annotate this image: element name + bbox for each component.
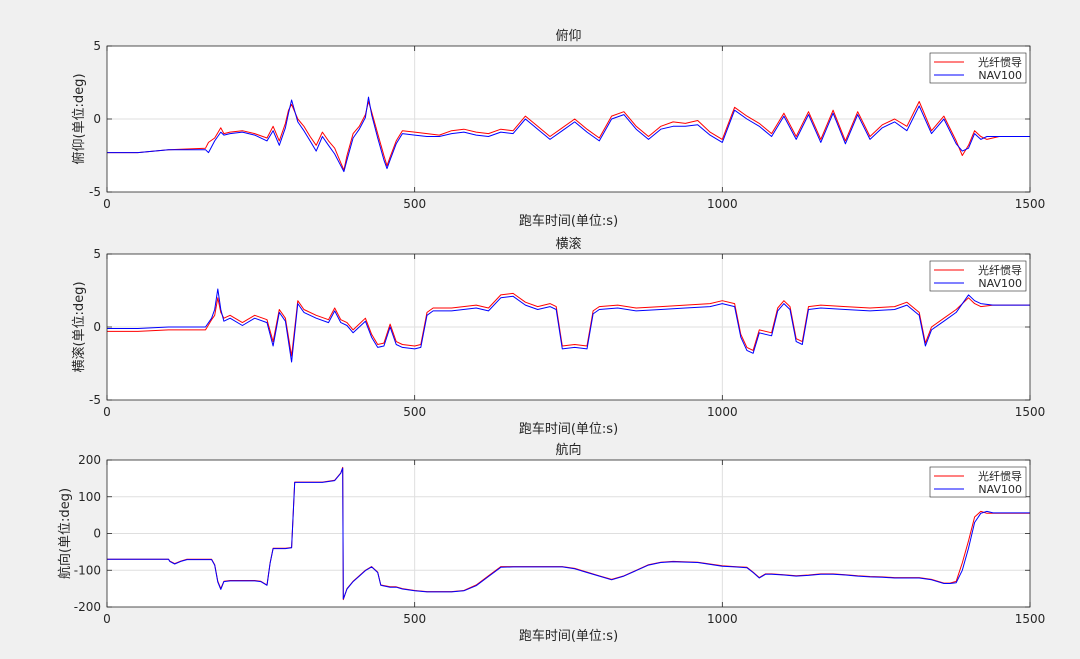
series-line-nav100	[107, 96, 1030, 173]
x-tick-label: 500	[403, 612, 426, 626]
chart-title: 横滚	[555, 236, 581, 252]
series-line-fog	[107, 292, 1030, 357]
x-axis-label: 跑车时间(单位:s)	[519, 628, 618, 644]
x-tick-label: 0	[103, 612, 111, 626]
x-axis-label: 跑车时间(单位:s)	[519, 421, 618, 437]
legend-label: NAV100	[978, 277, 1022, 290]
x-tick-label: 0	[103, 405, 111, 419]
y-tick-label: 0	[93, 112, 101, 126]
series-line-fog	[107, 101, 1030, 171]
x-tick-label: 1000	[707, 612, 738, 626]
legend-label: 光纤惯导	[978, 469, 1022, 483]
y-tick-label: -5	[89, 393, 101, 407]
y-tick-label: 5	[93, 39, 101, 53]
x-tick-label: 500	[403, 405, 426, 419]
legend-label: NAV100	[978, 483, 1022, 496]
x-tick-label: 1500	[1015, 405, 1046, 419]
y-axis-label: 横滚(单位:deg)	[71, 281, 87, 372]
axes-1: 0 500 1000 1500-505俯仰跑车时间(单位:s)俯仰(单位:deg)光纤…	[71, 28, 1045, 229]
y-tick-label: -5	[89, 185, 101, 199]
y-tick-label: 200	[78, 453, 101, 467]
chart-title: 俯仰	[555, 28, 581, 44]
y-axis-label: 俯仰(单位:deg)	[71, 73, 87, 164]
chart-title: 航向	[555, 442, 581, 458]
y-tick-label: 0	[93, 320, 101, 334]
x-tick-label: 500	[403, 197, 426, 211]
axes-2: 0 500 1000 1500-505横滚跑车时间(单位:s)横滚(单位:deg)光纤…	[71, 236, 1045, 437]
x-tick-label: 1000	[707, 405, 738, 419]
y-tick-label: 5	[93, 247, 101, 261]
y-tick-label: 100	[78, 490, 101, 504]
y-tick-label: -200	[74, 600, 101, 614]
y-tick-label: 0	[93, 527, 101, 541]
y-tick-label: -100	[74, 563, 101, 577]
legend-label: 光纤惯导	[978, 55, 1022, 69]
x-tick-label: 1500	[1015, 197, 1046, 211]
legend-label: 光纤惯导	[978, 263, 1022, 277]
x-tick-label: 0	[103, 197, 111, 211]
series-line-nav100	[107, 288, 1030, 363]
x-tick-label: 1500	[1015, 612, 1046, 626]
x-axis-label: 跑车时间(单位:s)	[519, 213, 618, 229]
legend-label: NAV100	[978, 69, 1022, 82]
y-axis-label: 航向(单位:deg)	[57, 488, 73, 579]
x-tick-label: 1000	[707, 197, 738, 211]
series-line-nav100	[107, 467, 1030, 600]
